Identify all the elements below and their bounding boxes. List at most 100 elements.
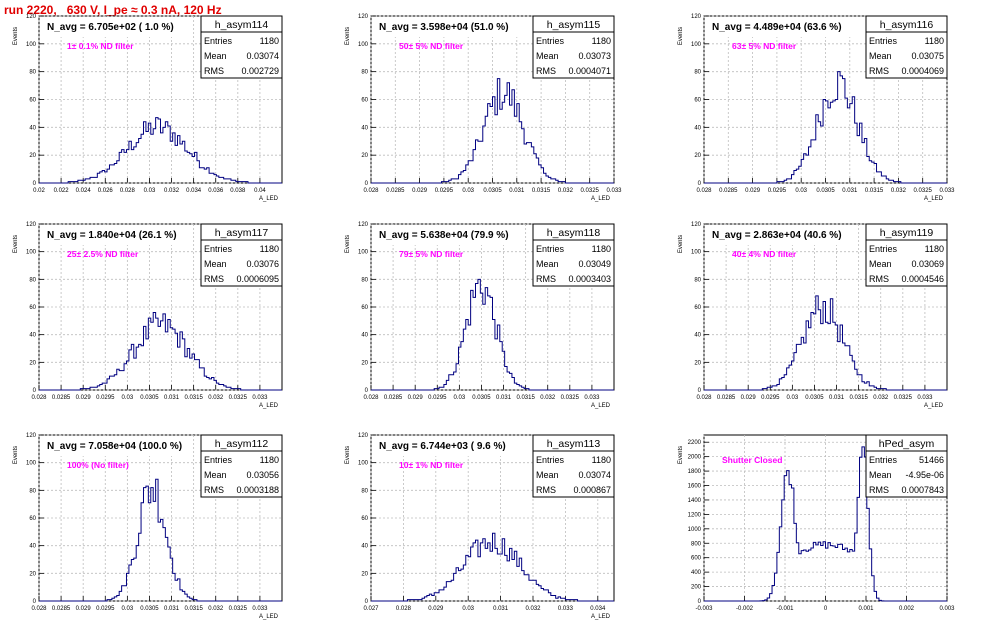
x-tick-label: 0.031: [829, 395, 845, 401]
y-tick-label: 120: [691, 14, 702, 20]
histogram-panel-h_asym118: 0.028 0.0285 0.029 0.0295 0.03 0.0305 0.031 0.0…: [345, 222, 615, 409]
y-tick-label: 1800: [688, 469, 702, 475]
filter-note: 50± 5% ND filter: [399, 41, 464, 51]
stats-label: RMS: [204, 274, 224, 284]
x-tick-label: 0.0285: [719, 188, 738, 194]
y-tick-label: 0: [33, 388, 37, 394]
x-tick-label: 0.031: [164, 606, 180, 612]
y-tick-label: 40: [361, 125, 368, 131]
stats-box: [865, 434, 948, 498]
filter-note: 100% (No filter): [67, 460, 129, 470]
stats-label: RMS: [536, 485, 556, 495]
x-tick-label: 0.03: [787, 395, 799, 401]
stats-label: Entries: [204, 244, 233, 254]
histogram-panel-hPed_asym: -0.003 -0.002 -0.001 0 0.001 0.002 0.003 0 200 40…: [678, 434, 955, 612]
x-tick-label: 0.028: [31, 606, 47, 612]
title-box-bg: [372, 17, 522, 37]
stats-value: -4.95e-06: [905, 470, 944, 480]
x-tick-label: 0.034: [186, 188, 202, 194]
histogram-line: [39, 312, 282, 391]
y-tick-label: 80: [361, 488, 368, 494]
x-tick-label: 0.0285: [386, 188, 405, 194]
y-tick-label: 1200: [688, 512, 702, 518]
x-axis-label: A_LED: [591, 196, 611, 202]
y-tick-label: 0: [698, 181, 702, 187]
x-tick-label: 0.0325: [581, 188, 600, 194]
stats-value: 1180: [592, 455, 611, 465]
y-tick-label: 200: [691, 585, 702, 591]
stats-value: 1180: [260, 455, 279, 465]
stats-label: Entries: [536, 36, 565, 46]
y-tick-label: 120: [358, 14, 369, 20]
histogram-name: hPed_asym: [879, 438, 935, 450]
stats-value: 51466: [919, 455, 944, 465]
x-tick-label: 0.0325: [229, 395, 248, 401]
stats-value: 1180: [925, 244, 944, 254]
y-tick-label: 800: [691, 541, 702, 547]
histogram-line: [704, 446, 947, 602]
x-tick-label: 0.033: [917, 395, 933, 401]
y-axis-label: Events: [345, 27, 351, 45]
stats-value: 1180: [592, 36, 611, 46]
histogram-name: h_asym112: [215, 438, 269, 450]
y-tick-label: 100: [26, 42, 37, 48]
y-tick-label: 0: [365, 599, 369, 605]
histogram-title: N_avg = 6.744e+03 ( 9.6 %): [379, 441, 506, 452]
y-tick-label: 60: [361, 305, 368, 311]
stats-box: [200, 15, 283, 79]
stats-label: Mean: [869, 470, 892, 480]
title-box-bg: [40, 436, 190, 456]
stats-label: Entries: [869, 244, 898, 254]
y-tick-label: 40: [361, 333, 368, 339]
x-tick-label: 0.002: [899, 606, 915, 612]
filter-note: 79± 5% ND filter: [399, 249, 464, 259]
y-tick-label: 80: [29, 277, 36, 283]
y-tick-label: 60: [361, 516, 368, 522]
x-tick-label: 0.0295: [761, 395, 780, 401]
stats-label: RMS: [869, 485, 889, 495]
y-tick-label: 40: [694, 333, 701, 339]
y-tick-label: 80: [361, 70, 368, 76]
filter-note: 10± 1% ND filter: [399, 460, 464, 470]
x-tick-label: 0.0295: [96, 606, 115, 612]
x-tick-label: 0.024: [76, 188, 92, 194]
x-tick-label: 0.0325: [914, 188, 933, 194]
histogram-line: [371, 78, 614, 184]
x-tick-label: 0.0285: [384, 395, 403, 401]
histogram-name: h_asym118: [547, 227, 601, 239]
y-tick-label: 100: [26, 461, 37, 467]
y-tick-label: 60: [29, 98, 36, 104]
stats-box: [532, 434, 615, 498]
y-tick-label: 120: [26, 14, 37, 20]
x-tick-label: 0.034: [590, 606, 606, 612]
x-tick-label: 0.0315: [184, 606, 203, 612]
x-tick-label: 0.032: [558, 188, 574, 194]
stats-value: 0.03074: [578, 470, 611, 480]
x-tick-label: 0.038: [230, 188, 246, 194]
y-tick-label: 1600: [688, 484, 702, 490]
filter-note: 63± 5% ND filter: [732, 41, 797, 51]
y-tick-label: 60: [694, 98, 701, 104]
stats-value: 0.0004546: [901, 274, 944, 284]
x-axis-label: A_LED: [924, 196, 944, 202]
x-axis-label: A_LED: [259, 403, 279, 409]
stats-value: 0.03069: [911, 259, 944, 269]
x-tick-label: 0.028: [696, 395, 712, 401]
title-box-bg: [40, 225, 190, 245]
histogram-title: N_avg = 4.489e+04 (63.6 %): [712, 22, 842, 33]
x-tick-label: 0.028: [120, 188, 136, 194]
y-tick-label: 40: [694, 125, 701, 131]
y-axis-label: Events: [13, 446, 19, 464]
stats-value: 0.03074: [246, 51, 279, 61]
histogram-name: h_asym114: [215, 19, 269, 31]
y-axis-label: Events: [678, 446, 684, 464]
x-axis-label: A_LED: [259, 196, 279, 202]
x-tick-label: 0.032: [525, 606, 541, 612]
y-axis-label: Events: [345, 235, 351, 253]
stats-label: Mean: [536, 470, 559, 480]
x-tick-label: 0.03: [144, 188, 156, 194]
x-tick-label: 0.03: [122, 395, 134, 401]
stats-label: Mean: [536, 51, 559, 61]
y-tick-label: 80: [694, 277, 701, 283]
title-box-bg: [705, 225, 855, 245]
